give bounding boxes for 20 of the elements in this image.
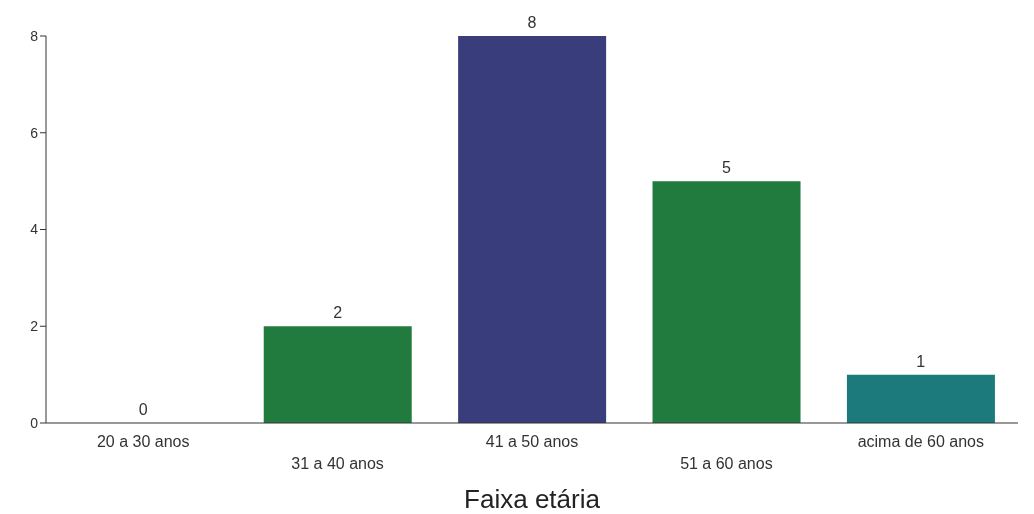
y-tick-label: 6 [30, 124, 39, 141]
data-label: 2 [333, 304, 343, 322]
x-tick-label: 20 a 30 anos [96, 433, 190, 450]
data-label: 8 [527, 14, 537, 31]
bar [263, 326, 412, 423]
y-tick-label: 0 [30, 414, 39, 431]
y-tick-label: 2 [30, 318, 39, 335]
x-tick-label: 41 a 50 anos [485, 433, 579, 450]
data-label: 1 [916, 352, 926, 370]
x-axis-title: Faixa etária [464, 484, 601, 514]
x-tick-label: 51 a 60 anos [680, 455, 773, 472]
data-label: 0 [138, 401, 148, 418]
data-label: 5 [721, 159, 731, 177]
bar [458, 36, 607, 423]
y-tick-label: 8 [30, 27, 39, 44]
y-tick-label: 4 [30, 221, 39, 238]
bar [846, 374, 995, 423]
x-tick-label: 31 a 40 anos [291, 455, 384, 472]
x-tick-label: acima de 60 anos [857, 433, 984, 450]
bar [652, 181, 801, 423]
